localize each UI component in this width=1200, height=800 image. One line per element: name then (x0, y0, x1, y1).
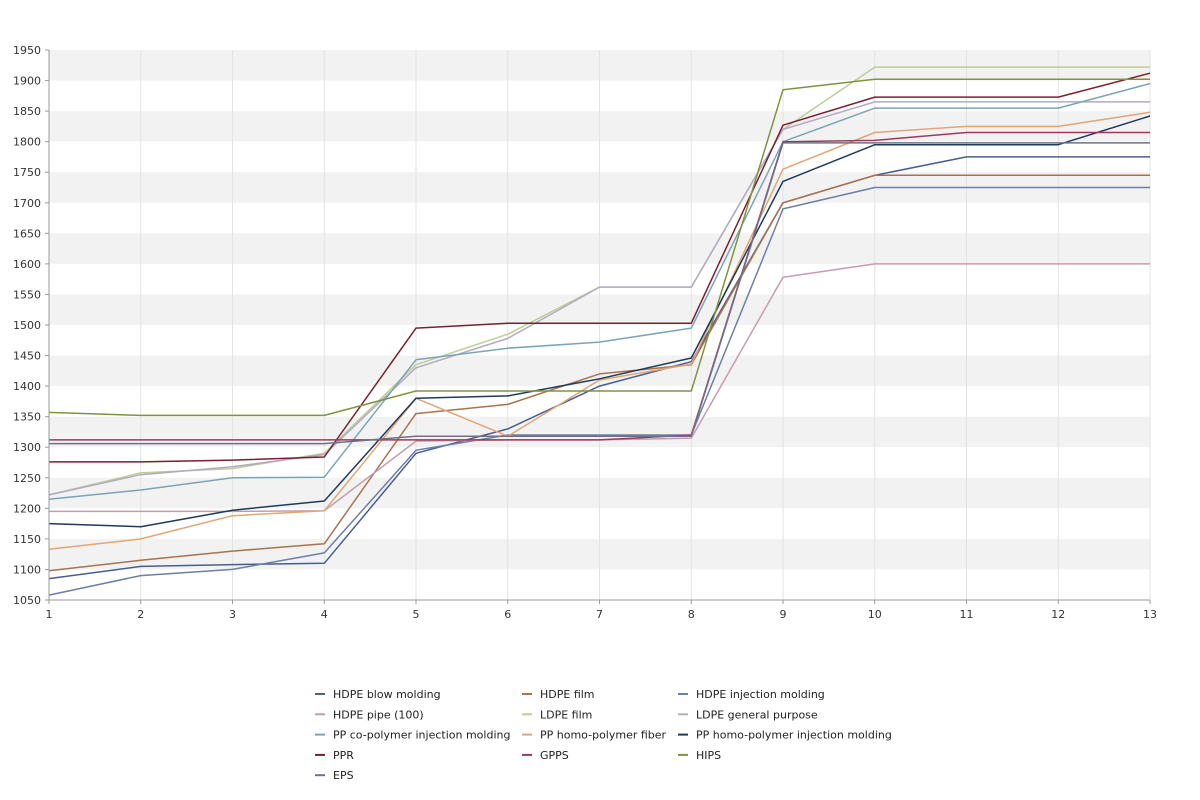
vertical-gridlines (48, 50, 1151, 600)
y-tick-label: 1750 (13, 166, 41, 179)
series-lines (48, 66, 1151, 596)
x-tick-label: 11 (960, 608, 974, 621)
legend-label: PPR (333, 749, 354, 762)
legend-label: LDPE film (540, 708, 592, 721)
legend-item: PP co-polymer injection molding (315, 729, 510, 742)
x-tick-label: 8 (688, 608, 695, 621)
legend-item: LDPE film (522, 708, 592, 721)
legend-label: PP homo-polymer injection molding (696, 729, 892, 742)
legend-item: PPR (315, 749, 354, 762)
legend: HDPE blow molding HDPE film HDPE injection… (315, 688, 892, 782)
y-tick-label: 1500 (13, 319, 41, 332)
legend-label: EPS (333, 769, 354, 782)
x-tick-label: 13 (1143, 608, 1157, 621)
y-tick-label: 1400 (13, 380, 41, 393)
y-tick-label: 1800 (13, 136, 41, 149)
y-tick-label: 1350 (13, 411, 41, 424)
legend-item: HDPE injection molding (678, 688, 825, 701)
y-tick-label: 1150 (13, 533, 41, 546)
x-tick-label: 4 (321, 608, 328, 621)
series-line (48, 115, 1151, 528)
x-tick-label: 9 (780, 608, 787, 621)
x-tick-label: 10 (868, 608, 882, 621)
y-axis-ticks: 1050 1100 1150 1200 1250 1300 1350 1400 1450 1500… (13, 44, 49, 607)
y-tick-label: 1650 (13, 227, 41, 240)
y-tick-label: 1450 (13, 350, 41, 363)
legend-label: LDPE general purpose (696, 708, 818, 721)
legend-label: HDPE blow molding (333, 688, 441, 701)
x-tick-label: 6 (504, 608, 511, 621)
y-tick-label: 1550 (13, 288, 41, 301)
series-line (48, 186, 1150, 596)
y-tick-label: 1700 (13, 197, 41, 210)
legend-item: HDPE film (522, 688, 595, 701)
legend-label: HDPE injection molding (696, 688, 825, 701)
series-line (48, 174, 1150, 572)
series-line (48, 82, 1151, 500)
y-tick-label: 1600 (13, 258, 41, 271)
x-axis-ticks: 1 2 3 4 5 6 7 8 9 10 11 12 13 (46, 600, 1157, 621)
legend-item: HIPS (678, 749, 721, 762)
y-tick-label: 1200 (13, 502, 41, 515)
y-tick-label: 1250 (13, 472, 41, 485)
y-tick-label: 1300 (13, 441, 41, 454)
legend-item: HDPE blow molding (315, 688, 441, 701)
legend-label: PP homo-polymer fiber (540, 729, 667, 742)
series-line (49, 142, 1150, 445)
y-tick-label: 1850 (13, 105, 41, 118)
series-line (49, 72, 1151, 463)
x-tick-label: 7 (596, 608, 603, 621)
legend-item: LDPE general purpose (678, 708, 818, 721)
legend-item: GPPS (522, 749, 569, 762)
series-line (48, 78, 1150, 417)
x-tick-label: 12 (1051, 608, 1065, 621)
legend-label: HDPE pipe (100) (333, 708, 424, 721)
y-tick-label: 1950 (13, 44, 41, 57)
series-line (48, 111, 1151, 551)
y-tick-label: 1900 (13, 75, 41, 88)
y-tick-label: 1050 (13, 594, 41, 607)
x-tick-label: 2 (137, 608, 144, 621)
legend-label: HIPS (696, 749, 721, 762)
x-tick-label: 5 (413, 608, 420, 621)
series-line (48, 101, 1150, 496)
legend-item: EPS (315, 769, 354, 782)
series-line (48, 156, 1150, 580)
legend-label: HDPE film (540, 688, 595, 701)
legend-label: PP co-polymer injection molding (333, 729, 510, 742)
x-tick-label: 1 (46, 608, 53, 621)
legend-item: HDPE pipe (100) (315, 708, 424, 721)
series-line (49, 131, 1150, 441)
legend-item: PP homo-polymer fiber (522, 729, 667, 742)
y-tick-label: 1100 (13, 563, 41, 576)
legend-label: GPPS (540, 749, 569, 762)
legend-item: PP homo-polymer injection molding (678, 729, 892, 742)
x-tick-label: 3 (229, 608, 236, 621)
